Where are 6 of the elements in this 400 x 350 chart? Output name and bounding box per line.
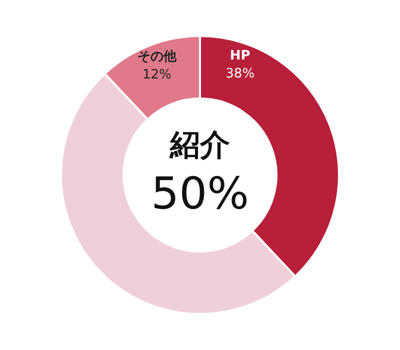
- slice-label: 紹介: [169, 128, 230, 163]
- slice-label: HP: [230, 48, 250, 64]
- data-label: 12%: [142, 68, 172, 83]
- data-label: 38%: [226, 66, 255, 82]
- data-label: 50%: [151, 168, 249, 220]
- slice-label: その他: [137, 50, 178, 65]
